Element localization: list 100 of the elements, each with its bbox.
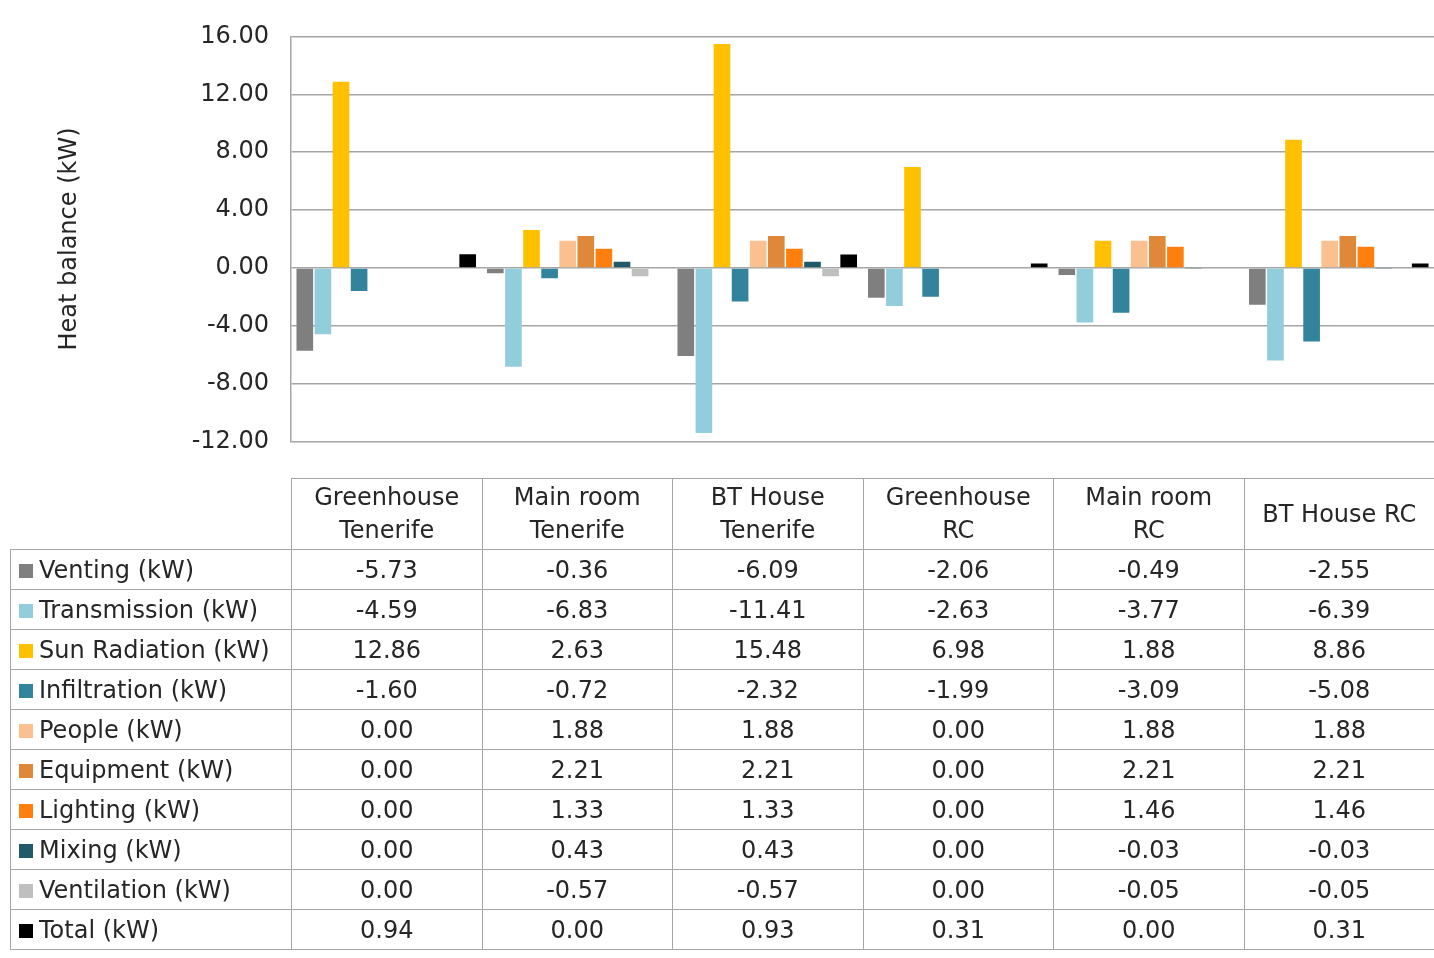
data-label: 1.88 — [1053, 629, 1244, 670]
bar — [886, 268, 903, 306]
data-label: 0.43 — [482, 829, 673, 870]
bar — [577, 235, 595, 268]
bar — [749, 240, 767, 268]
y-tick-label: -8.00 — [206, 367, 269, 396]
data-label: 0.00 — [291, 749, 482, 790]
y-tick-label: -4.00 — [206, 310, 269, 339]
data-label: -3.09 — [1053, 669, 1244, 710]
bar — [541, 268, 558, 279]
data-label: 0.00 — [1053, 909, 1244, 950]
bar — [677, 268, 695, 357]
data-label: -1.60 — [291, 669, 482, 710]
data-label: 0.00 — [291, 789, 482, 830]
data-label: 0.00 — [863, 829, 1054, 870]
bar — [595, 248, 613, 268]
bar — [350, 268, 368, 292]
data-label: -0.05 — [1244, 869, 1434, 910]
bar — [731, 268, 749, 302]
bar — [1285, 139, 1302, 268]
bar — [1030, 263, 1048, 268]
data-label: -0.72 — [482, 669, 673, 710]
data-label: 2.21 — [1244, 749, 1434, 790]
bar — [822, 268, 839, 277]
bar — [713, 43, 731, 268]
data-label: 0.00 — [291, 869, 482, 910]
data-label: 0.00 — [291, 829, 482, 870]
data-label: -0.03 — [1053, 829, 1244, 870]
bar — [505, 268, 522, 367]
data-label: -5.73 — [291, 549, 482, 590]
bar — [695, 268, 713, 434]
data-label: 0.00 — [863, 789, 1054, 830]
data-label: -2.32 — [672, 669, 863, 710]
bar — [1094, 240, 1112, 268]
data-label: 1.46 — [1244, 789, 1434, 830]
y-tick-label: 0.00 — [215, 252, 269, 281]
y-tick-label: -12.00 — [191, 425, 269, 454]
x-tick-label: BT House RC — [1244, 478, 1434, 550]
data-label: -5.08 — [1244, 669, 1434, 710]
data-label: 1.33 — [482, 789, 673, 830]
data-label: -2.55 — [1244, 549, 1434, 590]
data-label: 1.88 — [482, 709, 673, 750]
x-tick-label: Greenhouse RC — [863, 478, 1054, 550]
bar — [523, 229, 540, 268]
legend-label: Infiltration (kW) — [10, 669, 292, 710]
data-label: 0.00 — [863, 869, 1054, 910]
data-label: -6.83 — [482, 589, 673, 630]
bar — [1248, 268, 1266, 305]
data-label: 2.21 — [482, 749, 673, 790]
bar — [767, 235, 785, 268]
data-label: -0.03 — [1244, 829, 1434, 870]
y-tick-label: 16.00 — [200, 20, 269, 49]
bar — [1130, 240, 1148, 268]
x-tick-label: Main room Tenerife — [482, 478, 673, 550]
data-label: 0.00 — [863, 749, 1054, 790]
data-label: 0.93 — [672, 909, 863, 950]
bar — [314, 268, 332, 335]
data-label: -0.57 — [672, 869, 863, 910]
bar — [1357, 246, 1375, 268]
x-tick-label: Greenhouse Tenerife — [291, 478, 482, 550]
data-label: -1.99 — [863, 669, 1054, 710]
legend-label: Sun Radiation (kW) — [10, 629, 292, 670]
data-label: 1.88 — [1244, 709, 1434, 750]
data-label: 1.88 — [1053, 709, 1244, 750]
y-tick-label: 12.00 — [200, 78, 269, 107]
legend-label: Total (kW) — [10, 909, 292, 950]
bar — [1303, 268, 1320, 342]
bar — [1148, 235, 1166, 268]
bar — [486, 268, 504, 274]
bar — [1167, 246, 1184, 268]
data-label: 0.43 — [672, 829, 863, 870]
legend-label: Ventilation (kW) — [10, 869, 292, 910]
data-label: 2.21 — [1053, 749, 1244, 790]
data-label: -4.59 — [291, 589, 482, 630]
data-label: 2.21 — [672, 749, 863, 790]
data-label: -2.06 — [863, 549, 1054, 590]
data-label: 15.48 — [672, 629, 863, 670]
data-label: 1.33 — [672, 789, 863, 830]
data-label: 0.31 — [1244, 909, 1434, 950]
data-label: -2.63 — [863, 589, 1054, 630]
y-axis-title: Heat balance (kW) — [53, 127, 82, 351]
bar — [631, 268, 649, 277]
x-tick-label: BT House Tenerife — [672, 478, 863, 550]
legend-label: Lighting (kW) — [10, 789, 292, 830]
data-label: 0.00 — [482, 909, 673, 950]
bar — [1411, 263, 1429, 268]
data-label: 12.86 — [291, 629, 482, 670]
y-tick-label: 4.00 — [215, 194, 269, 223]
bar — [459, 254, 477, 268]
bar — [1321, 240, 1339, 268]
data-label: 0.94 — [291, 909, 482, 950]
data-label: 0.00 — [291, 709, 482, 750]
bar — [904, 166, 921, 268]
data-label: -0.05 — [1053, 869, 1244, 910]
legend-label: Equipment (kW) — [10, 749, 292, 790]
bar — [1076, 268, 1094, 323]
bar — [922, 268, 939, 297]
legend-label: People (kW) — [10, 709, 292, 750]
data-label: -3.77 — [1053, 589, 1244, 630]
legend-label: Mixing (kW) — [10, 829, 292, 870]
